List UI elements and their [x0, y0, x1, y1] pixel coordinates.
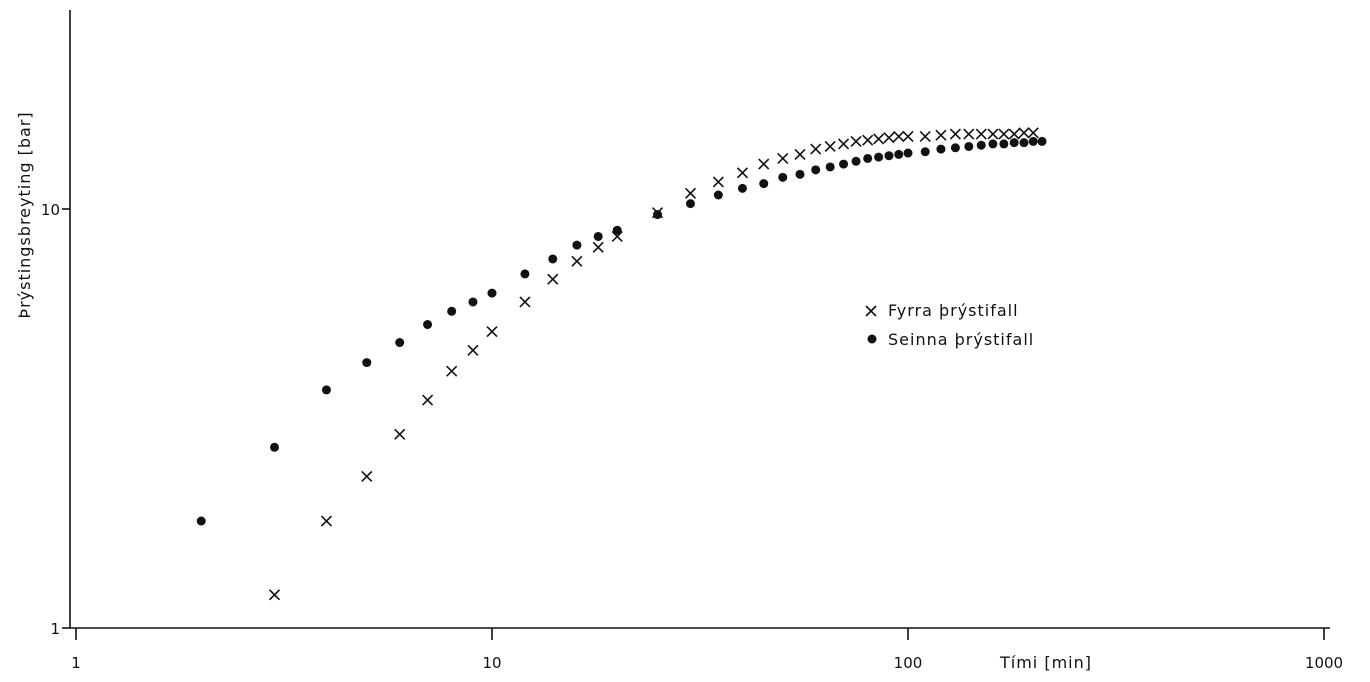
- data-point-dot: [1028, 136, 1038, 146]
- data-point-dot: [778, 172, 788, 182]
- data-point-dot: [395, 338, 405, 348]
- data-point-x: [949, 128, 961, 140]
- y-tick-label: 10: [41, 201, 60, 219]
- data-point-x: [467, 344, 479, 356]
- data-point-x: [883, 132, 895, 144]
- y-ticks: 1 10: [41, 201, 70, 638]
- legend: Fyrra þrýstifall Seinna þrýstifall: [865, 301, 1034, 349]
- y-axis-label: Þrýstingsbreyting [bar]: [15, 111, 34, 318]
- data-point-dot: [988, 139, 998, 149]
- data-point-x: [919, 130, 931, 143]
- x-ticks: 1 10 100 1000: [71, 628, 1343, 672]
- legend-label-fyrra: Fyrra þrýstifall: [888, 301, 1019, 320]
- data-point-dot: [520, 269, 530, 279]
- data-point-x: [987, 128, 999, 140]
- data-point-x: [394, 428, 406, 440]
- data-point-dot: [548, 254, 558, 264]
- data-point-dot: [713, 190, 723, 200]
- data-point-x: [824, 140, 836, 153]
- data-point-dot: [321, 385, 331, 395]
- data-point-dot: [593, 231, 603, 241]
- data-point-dot: [487, 288, 497, 298]
- data-point-dot: [811, 165, 821, 175]
- data-point-x: [837, 138, 850, 150]
- data-point-x: [712, 176, 724, 188]
- series-1: [268, 127, 1039, 601]
- data-point-dot: [653, 210, 663, 220]
- data-point-x: [902, 130, 914, 143]
- data-point-dot: [795, 169, 805, 179]
- data-point-x: [850, 135, 862, 147]
- data-point-x: [873, 133, 885, 145]
- series-2: [196, 136, 1047, 526]
- data-point-x: [1008, 128, 1020, 140]
- data-point-dot: [572, 240, 582, 250]
- legend-marker-x: [865, 305, 877, 317]
- data-point-x: [320, 515, 333, 527]
- data-point-x: [361, 470, 373, 483]
- data-point-x: [1018, 127, 1030, 139]
- data-point-x: [758, 158, 770, 170]
- data-point-dot: [936, 144, 946, 154]
- data-point-dot: [839, 159, 849, 169]
- data-point-x: [486, 325, 498, 338]
- data-point-dot: [851, 156, 861, 166]
- x-tick-label: 1: [71, 654, 81, 672]
- x-tick-label: 10: [482, 654, 501, 672]
- data-point-dot: [1009, 138, 1019, 148]
- data-point-x: [810, 143, 822, 155]
- data-point-x: [893, 130, 905, 143]
- data-point-dot: [1019, 138, 1029, 148]
- data-point-dot: [894, 149, 904, 159]
- data-point-x: [547, 273, 559, 285]
- data-point-dot: [685, 199, 695, 209]
- data-point-x: [975, 128, 987, 140]
- data-point-dot: [1037, 136, 1047, 146]
- data-point-x: [446, 365, 458, 377]
- y-tick-label: 1: [50, 620, 60, 638]
- data-point-dot: [196, 516, 206, 526]
- data-point-x: [1027, 127, 1039, 139]
- data-point-x: [998, 128, 1010, 140]
- data-point-dot: [964, 141, 974, 151]
- data-point-x: [736, 167, 749, 179]
- data-point-x: [592, 241, 604, 253]
- legend-label-seinna: Seinna þrýstifall: [888, 330, 1034, 349]
- series-layer: [196, 127, 1047, 601]
- data-point-x: [421, 394, 434, 406]
- data-point-dot: [825, 162, 835, 172]
- data-point-x: [794, 148, 806, 160]
- data-point-dot: [950, 143, 960, 153]
- data-point-dot: [362, 358, 372, 368]
- data-point-dot: [737, 183, 747, 193]
- data-point-x: [963, 128, 975, 140]
- data-point-x: [935, 129, 947, 141]
- data-point-x: [268, 589, 281, 601]
- data-point-x: [862, 134, 874, 146]
- data-point-dot: [920, 147, 930, 157]
- axes: [69, 10, 1330, 629]
- legend-marker-dot: [867, 334, 877, 344]
- data-point-x: [519, 296, 531, 308]
- data-point-x: [777, 152, 789, 165]
- data-point-x: [571, 255, 583, 267]
- x-tick-label: 1000: [1305, 654, 1343, 672]
- x-axis-label: Tími [min]: [999, 653, 1092, 672]
- data-point-dot: [269, 442, 279, 452]
- data-point-dot: [999, 139, 1009, 149]
- data-point-dot: [874, 152, 884, 162]
- data-point-x: [684, 187, 697, 199]
- x-tick-label: 100: [894, 654, 923, 672]
- data-point-dot: [884, 151, 894, 161]
- data-point-dot: [863, 153, 873, 163]
- data-point-dot: [447, 306, 457, 316]
- data-point-dot: [903, 148, 913, 158]
- data-point-dot: [976, 140, 986, 150]
- data-point-dot: [423, 320, 433, 330]
- data-point-dot: [759, 179, 769, 189]
- data-point-dot: [612, 225, 622, 235]
- data-point-dot: [468, 297, 478, 307]
